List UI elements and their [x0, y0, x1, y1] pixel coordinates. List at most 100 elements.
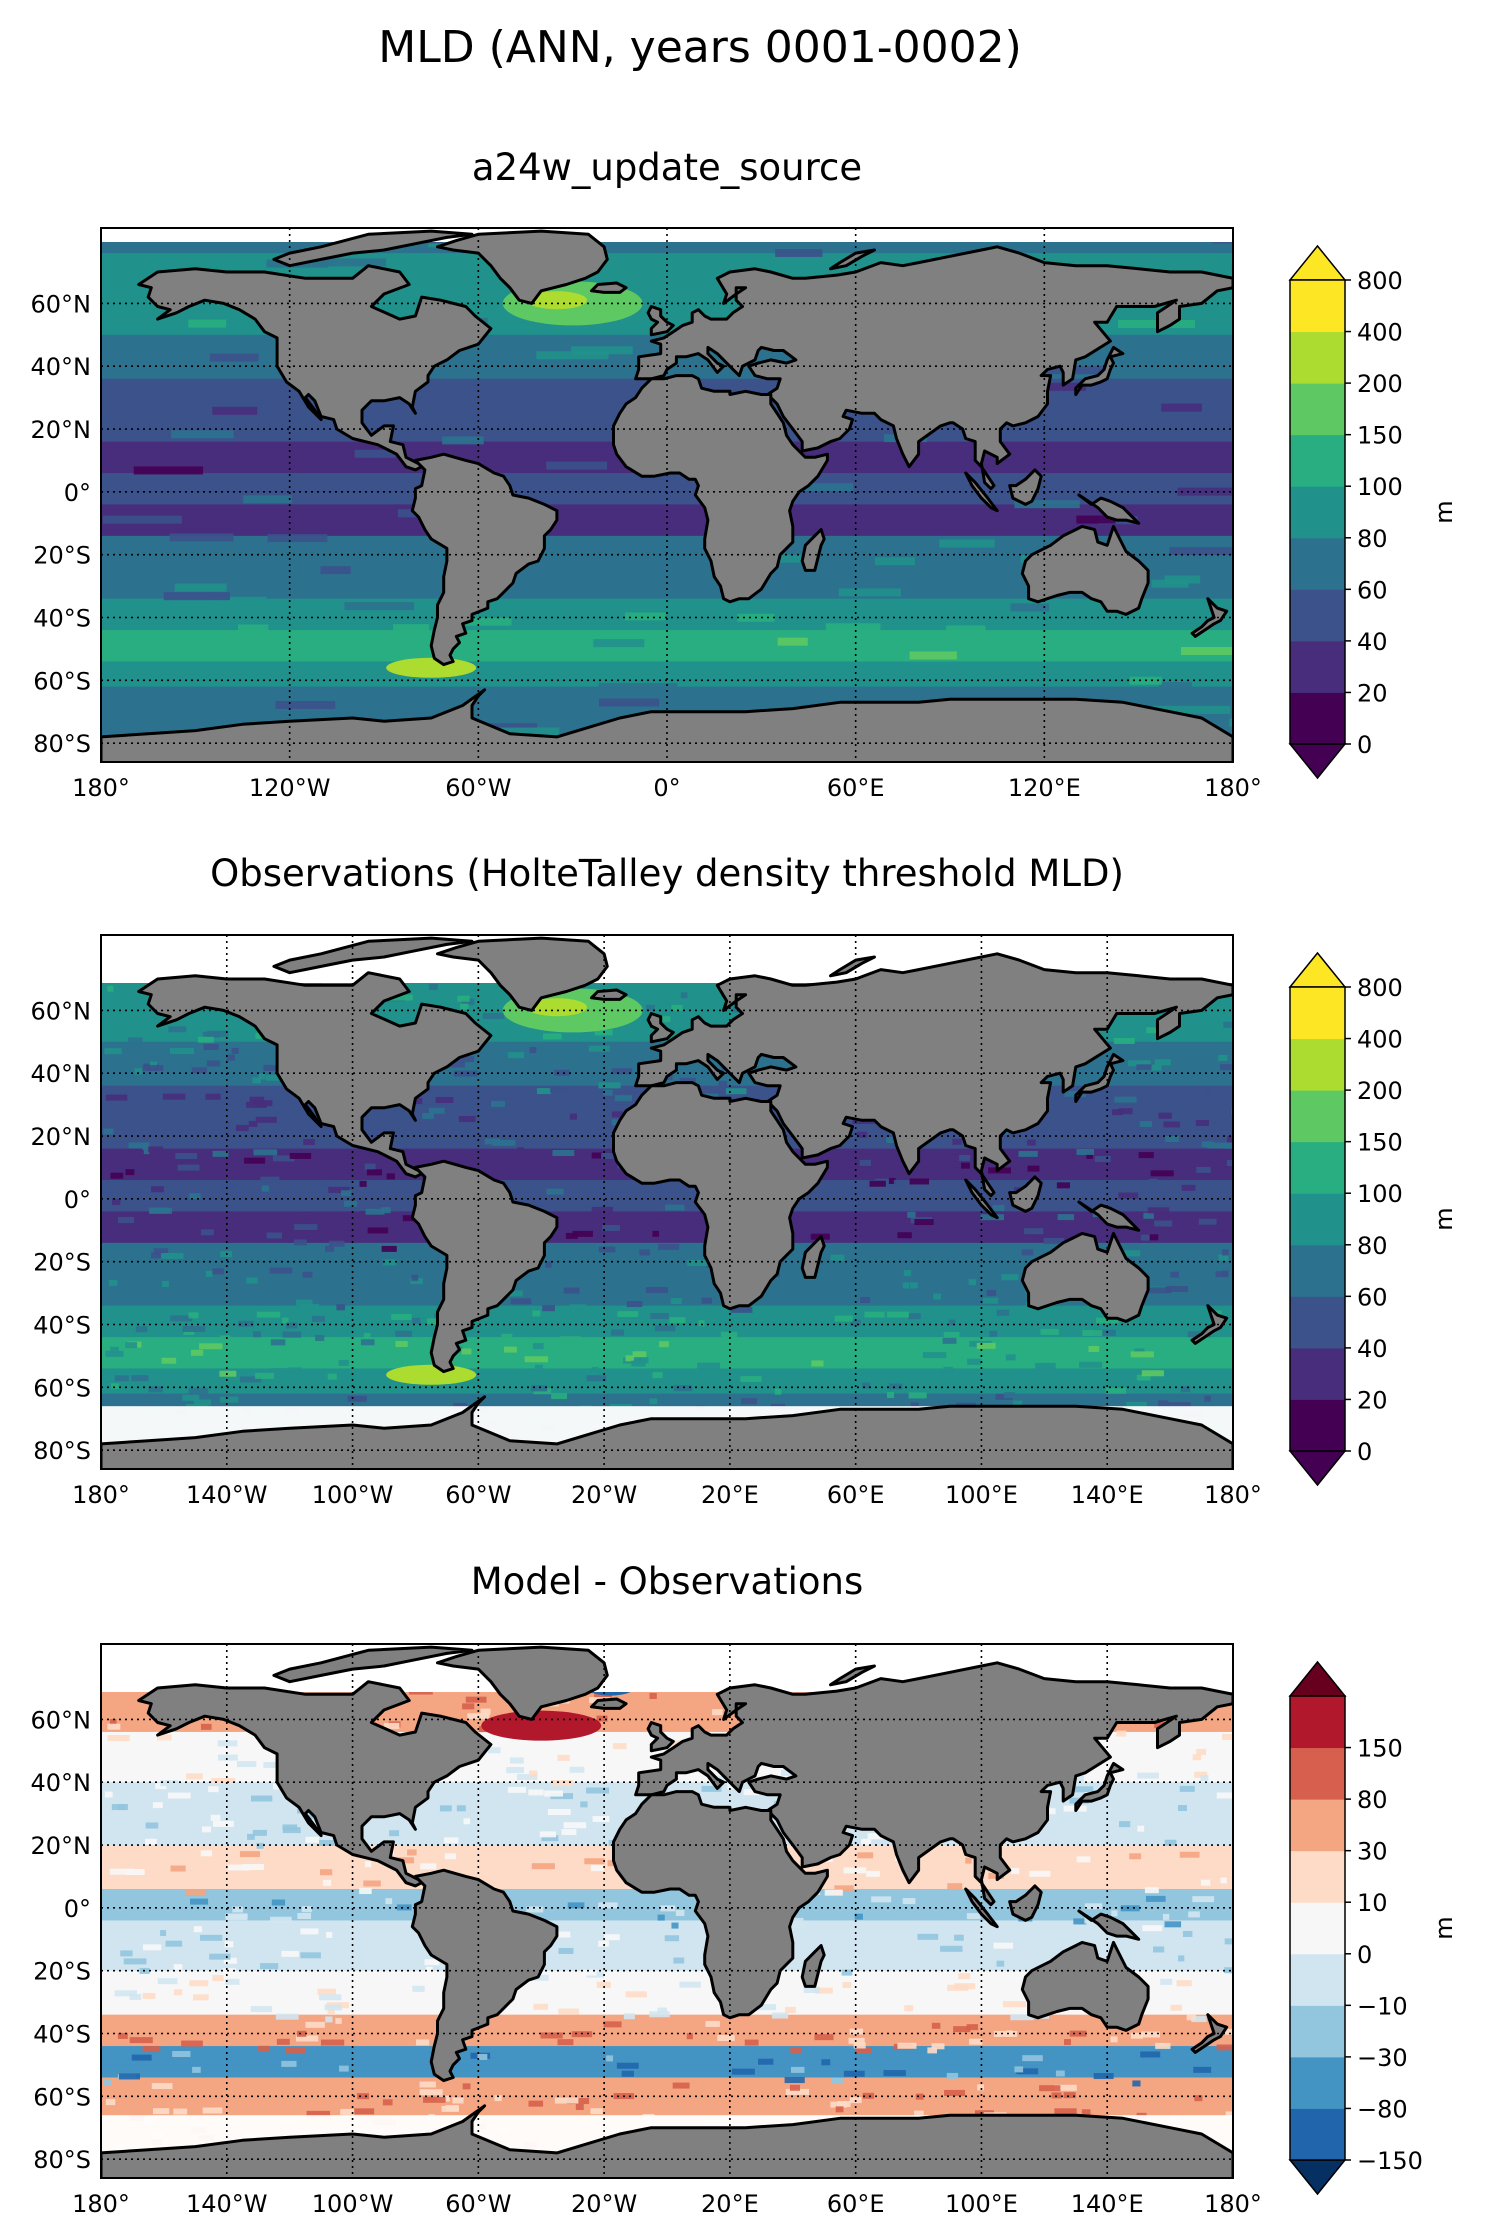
colorbar-tick-label: 150	[1357, 422, 1403, 450]
y-tick-label: 20°S	[33, 1958, 91, 1986]
land-australia	[1020, 1940, 1150, 2032]
map-frame	[100, 934, 1234, 1470]
x-tick-label: 120°E	[1008, 774, 1081, 802]
colorbar-tick-label: 60	[1357, 576, 1388, 604]
y-tick-label: 0°	[64, 1895, 91, 1923]
land-japan	[1074, 1052, 1125, 1103]
land-svalbard-novaya	[829, 248, 876, 271]
y-tick-label: 80°S	[33, 730, 91, 758]
colorbar-tick-label: 200	[1357, 370, 1403, 398]
x-tick-label: 60°W	[445, 2190, 511, 2218]
x-tick-label: 0°	[653, 774, 680, 802]
ocean-field	[101, 935, 1233, 1469]
colorbar-over-extension	[1288, 951, 1347, 988]
colorbar-tick-label: 200	[1357, 1077, 1403, 1105]
y-tick-label: 60°N	[31, 997, 92, 1025]
land-new-guinea	[1077, 1200, 1141, 1232]
x-tick-label: 100°E	[945, 1481, 1018, 1509]
land-borneo	[1008, 1884, 1043, 1922]
colorbar-segment	[1290, 640, 1345, 693]
panel-title: Model - Observations	[471, 1560, 864, 1603]
colorbar-segment	[1290, 1850, 1345, 1903]
y-tick-label: 40°N	[31, 353, 92, 381]
y-tick-label: 40°N	[31, 1769, 92, 1797]
y-tick-label: 40°S	[33, 605, 91, 633]
x-tick-label: 60°W	[445, 1481, 511, 1509]
colorbar-segment	[1290, 1296, 1345, 1349]
land-new-zealand	[1190, 1304, 1229, 1345]
colorbar-frame	[1289, 986, 1346, 1452]
colorbar: 0 20 40 60 80 100 150 200 400 800 m	[1288, 244, 1458, 780]
colorbar-tick-label: 80	[1357, 1232, 1388, 1260]
gridlines	[101, 935, 1233, 1469]
colorbar-tick-label: 0	[1357, 1438, 1372, 1466]
x-tick-label: 20°W	[571, 2190, 637, 2218]
colorbar-segment	[1290, 280, 1345, 333]
land-eurasia	[634, 1661, 1233, 1907]
y-tick-label: 60°N	[31, 290, 92, 318]
land-africa	[612, 1790, 829, 2020]
land-borneo	[1008, 1175, 1043, 1213]
colorbar-segment	[1290, 1399, 1345, 1452]
land-iceland	[590, 1697, 628, 1710]
colorbar-unit-label: m	[1430, 1916, 1458, 1939]
y-tick-label: 40°N	[31, 1060, 92, 1088]
x-tick-label: 140°E	[1071, 1481, 1144, 1509]
land-sumatra	[964, 1887, 999, 1929]
colorbar-segment	[1290, 1193, 1345, 1246]
colorbar-frame	[1289, 1695, 1346, 2161]
colorbar-tick-label: 20	[1357, 679, 1388, 707]
land-sumatra	[964, 1178, 999, 1220]
colorbar-tick-label: 400	[1357, 1026, 1403, 1054]
map-frame	[100, 1643, 1234, 2179]
y-tick-label: 0°	[64, 479, 91, 507]
colorbar-segment	[1290, 692, 1345, 745]
land-australia	[1020, 1231, 1150, 1323]
x-tick-label: 140°E	[1071, 2190, 1144, 2218]
y-tick-label: 60°N	[31, 1706, 92, 1734]
colorbar-tick-label: 40	[1357, 1335, 1388, 1363]
colorbar-segment	[1290, 1953, 1345, 2006]
colorbar-segment	[1290, 1141, 1345, 1194]
colorbar-segment	[1290, 1747, 1345, 1800]
x-tick-label: 180°	[72, 1481, 130, 1509]
y-tick-label: 0°	[64, 1186, 91, 1214]
colorbar-tick-label: 100	[1357, 473, 1403, 501]
land-south-america	[410, 452, 559, 667]
colorbar-tick-label: 80	[1357, 1786, 1388, 1814]
land-south-america	[410, 1868, 559, 2083]
colorbar-tick-label: 0	[1357, 1941, 1372, 1969]
y-tick-label: 40°S	[33, 1312, 91, 1340]
x-tick-label: 180°	[1204, 774, 1262, 802]
land-greenland	[436, 1645, 609, 1721]
x-tick-label: 180°	[72, 2190, 130, 2218]
land-japan	[1074, 345, 1125, 396]
colorbar-tick-label: −150	[1357, 2147, 1423, 2175]
land-iceland	[590, 988, 628, 1001]
x-tick-label: 180°	[1204, 2190, 1262, 2218]
y-tick-label: 60°S	[33, 1374, 91, 1402]
colorbar-segment	[1290, 331, 1345, 384]
colorbar-segment	[1290, 2108, 1345, 2161]
land-svalbard-novaya	[829, 955, 876, 978]
colorbar-tick-label: 800	[1357, 974, 1403, 1002]
x-tick-label: 60°E	[827, 1481, 885, 1509]
panel-title: a24w_update_source	[472, 146, 862, 189]
colorbar-segment	[1290, 486, 1345, 539]
colorbar-tick-label: 60	[1357, 1283, 1388, 1311]
colorbar-tick-label: 30	[1357, 1838, 1388, 1866]
colorbar-under-extension	[1288, 2159, 1347, 2196]
colorbar-segment	[1290, 383, 1345, 436]
land-north-america	[137, 264, 493, 472]
colorbar-tick-label: 20	[1357, 1386, 1388, 1414]
colorbar-tick-label: 40	[1357, 628, 1388, 656]
land-australia	[1020, 524, 1150, 616]
y-tick-label: 20°N	[31, 1832, 92, 1860]
y-tick-label: 20°N	[31, 1123, 92, 1151]
y-tick-label: 20°N	[31, 416, 92, 444]
land-new-guinea	[1077, 1909, 1141, 1941]
colorbar-tick-label: 0	[1357, 731, 1372, 759]
colorbar-segment	[1290, 2005, 1345, 2058]
x-tick-label: 180°	[1204, 1481, 1262, 1509]
